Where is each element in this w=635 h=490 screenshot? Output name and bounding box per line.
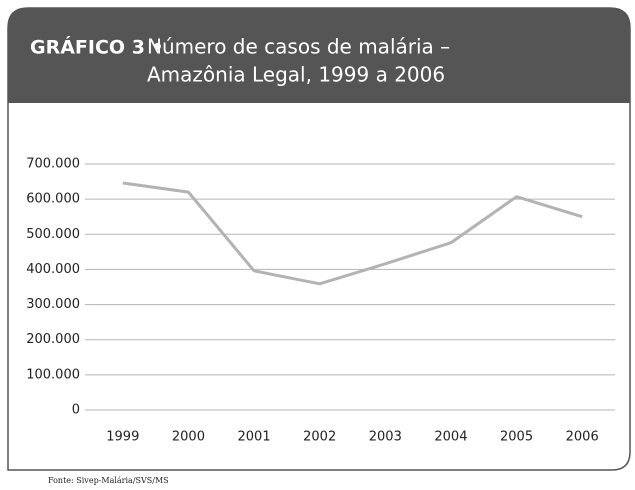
chart-label: GRÁFICO 3 • [30,36,164,59]
x-tick-label: 2005 [500,430,533,445]
chart-title: Número de casos de malária – [147,35,450,59]
x-tick-label: 2004 [434,430,467,445]
y-tick-label: 100.000 [26,367,80,382]
x-tick-label: 2002 [303,430,336,445]
y-tick-label: 400.000 [26,262,80,277]
y-tick-label: 600.000 [26,192,80,207]
header-band [8,8,630,103]
source-note: Fonte: Sivep-Malária/SVS/MS [48,476,169,485]
y-tick-label: 200.000 [26,332,80,347]
y-tick-label: 0 [72,403,80,418]
x-tick-label: 2006 [566,430,599,445]
data-line [122,181,583,286]
y-tick-label: 500.000 [26,227,80,242]
y-tick-label: 300.000 [26,297,80,312]
x-tick-label: 2003 [369,430,402,445]
chart-title: Amazônia Legal, 1999 a 2006 [147,63,445,87]
x-tick-label: 2001 [238,430,271,445]
x-tick-label: 2000 [172,430,205,445]
x-tick-label: 1999 [106,430,139,445]
y-tick-label: 700.000 [26,157,80,172]
